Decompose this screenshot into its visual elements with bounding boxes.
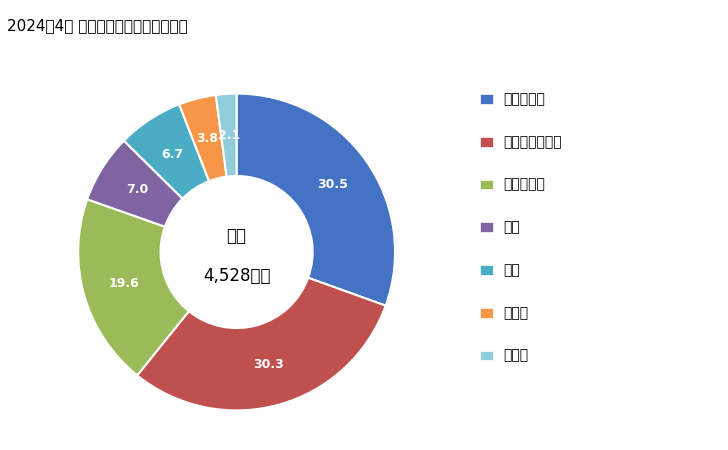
Wedge shape [137,278,386,410]
Text: バングラデシュ: バングラデシュ [504,135,563,149]
Text: マレーシア: マレーシア [504,92,546,106]
Text: 2024年4月 輸入相手国のシェア（％）: 2024年4月 輸入相手国のシェア（％） [7,18,188,33]
Text: 6.7: 6.7 [161,148,183,161]
Wedge shape [78,199,189,375]
Text: 中国: 中国 [504,263,521,277]
Wedge shape [87,141,183,227]
Text: 3.8: 3.8 [197,132,218,145]
Text: 総額: 総額 [226,227,247,245]
Text: 4,528万円: 4,528万円 [203,267,270,285]
Text: 19.6: 19.6 [108,278,139,291]
Text: 2.1: 2.1 [218,129,240,142]
Text: その他: その他 [504,348,529,363]
Text: 韓国: 韓国 [504,220,521,234]
Text: インド: インド [504,306,529,320]
Text: フィリピン: フィリピン [504,177,546,192]
Text: 30.3: 30.3 [253,358,284,371]
Wedge shape [237,94,395,306]
Wedge shape [179,95,226,181]
Wedge shape [124,104,209,198]
Text: 7.0: 7.0 [126,183,149,196]
Text: 30.5: 30.5 [317,178,348,191]
Wedge shape [215,94,237,177]
